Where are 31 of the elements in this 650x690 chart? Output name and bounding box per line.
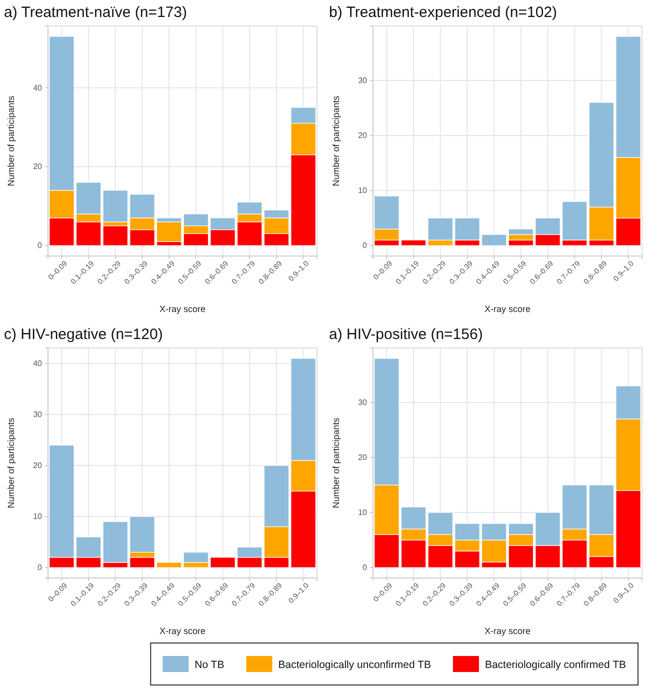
y-tick-label: 20 [358,453,368,462]
x-axis-title: X-ray score [159,626,206,636]
legend-label: Bacteriologically confirmed TB [484,659,626,671]
y-tick-label: 20 [358,131,368,140]
y-axis-title: Number of participants [331,95,341,186]
y-tick-label: 0 [362,241,368,250]
y-axis-title: Number of participants [6,95,16,186]
y-tick-label: 0 [38,563,43,572]
y-tick-label: 30 [358,76,368,86]
y-tick-label: 0 [38,241,43,250]
y-tick-label: 40 [33,83,43,92]
y-tick-label: 20 [33,461,43,470]
y-tick-label: 10 [358,508,368,518]
y-tick-label: 10 [358,186,368,196]
chart-title: a) HIV-positive (n=156) [329,326,483,343]
y-tick-label: 30 [358,398,368,408]
x-axis-title: X-ray score [159,304,206,314]
x-axis-title: X-ray score [484,304,531,314]
legend-label: Bacteriologically unconfirmed TB [278,659,431,671]
y-tick-label: 0 [362,563,368,572]
chart-title: c) HIV-negative (n=120) [4,326,163,343]
y-axis-title: Number of participants [6,417,16,508]
y-tick-label: 40 [33,359,43,368]
legend-label: No TB [194,659,224,671]
chart-title: b) Treatment-experienced (n=102) [329,4,558,21]
y-tick-label: 20 [33,162,43,172]
chart-title: a) Treatment-naïve (n=173) [4,4,188,21]
y-tick-label: 30 [33,410,43,420]
x-axis-title: X-ray score [484,626,531,636]
y-tick-label: 10 [33,512,43,522]
y-axis-title: Number of participants [331,417,341,508]
